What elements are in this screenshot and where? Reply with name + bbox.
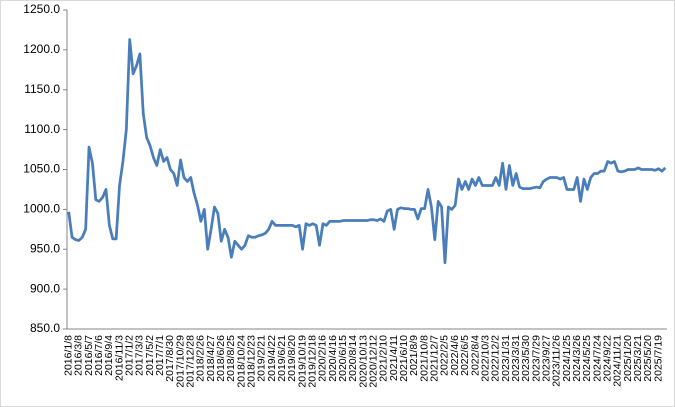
x-tick-label: 2017/3/3 [134, 335, 146, 376]
x-tick-label: 2023/3/31 [510, 335, 522, 382]
x-tick-label: 2019/6/21 [276, 335, 288, 382]
x-tick-label: 2018/2/26 [195, 335, 207, 382]
x-tick-label: 2017/1/2 [123, 335, 135, 376]
x-tick-label: 2022/6/5 [459, 335, 471, 376]
x-tick-label: 2016/3/8 [73, 335, 85, 376]
y-tick-label: 850.0 [30, 321, 60, 335]
x-tick-label: 2020/10/13 [357, 335, 369, 388]
x-tick-label: 2023/1/31 [500, 335, 512, 382]
x-tick-label: 2020/4/16 [327, 335, 339, 382]
x-tick-label: 2023/5/30 [520, 335, 532, 382]
x-tick-label: 2021/2/10 [378, 335, 390, 382]
x-tick-label: 2017/5/2 [144, 335, 156, 376]
x-tick-label: 2016/9/4 [103, 335, 115, 376]
data-line [67, 38, 667, 265]
x-tick-label: 2023/11/26 [551, 335, 563, 387]
x-tick-label: 2019/12/18 [307, 335, 319, 388]
x-tick-label: 2017/7/1 [154, 335, 166, 376]
y-tick-label: 950.0 [30, 241, 60, 255]
x-tick-label: 2017/8/30 [164, 335, 176, 382]
y-tick-label: 1250.0 [23, 2, 60, 16]
x-tick-label: 2019/8/20 [286, 335, 298, 382]
x-tick-label: 2018/12/23 [246, 335, 258, 388]
x-tick-label: 2021/6/10 [398, 335, 410, 382]
x-tick-label: 2024/9/22 [601, 335, 613, 382]
x-tick-label: 2022/10/3 [479, 335, 491, 382]
x-tick-label: 2020/2/16 [317, 335, 329, 382]
x-tick-label: 2024/5/25 [581, 335, 593, 382]
x-tick-label: 2025/7/19 [652, 335, 664, 382]
x-tick-label: 2023/9/27 [540, 335, 552, 382]
x-tick-label: 2018/6/26 [215, 335, 227, 382]
x-tick-label: 2023/7/29 [530, 335, 542, 382]
x-tick-label: 2018/8/25 [225, 335, 237, 382]
y-tick-label: 1100.0 [24, 122, 60, 136]
x-tick-label: 2018/10/24 [235, 335, 247, 388]
x-tick-label: 2019/10/19 [296, 335, 308, 388]
x-tick-label: 2021/4/11 [388, 335, 400, 381]
x-tick-label: 2025/1/20 [622, 335, 634, 382]
x-tick-label: 2022/2/5 [439, 335, 451, 376]
x-tick-label: 2019/2/21 [256, 335, 268, 382]
x-tick-label: 2021/12/7 [429, 335, 441, 382]
x-tick-label: 2024/3/26 [571, 335, 583, 382]
x-tick-label: 2016/1/8 [62, 335, 74, 376]
x-tick-label: 2022/12/2 [490, 335, 502, 382]
x-tick-label: 2022/4/6 [449, 335, 461, 376]
x-tick-label: 2016/7/6 [93, 335, 105, 376]
x-tick-label: 2024/11/21 [612, 335, 624, 387]
x-tick-label: 2024/7/24 [591, 335, 603, 382]
x-tick-label: 2022/8/4 [469, 335, 481, 376]
x-tick-label: 2016/11/3 [113, 335, 125, 381]
x-tick-label: 2020/12/12 [368, 335, 380, 388]
x-tick-label: 2016/5/7 [83, 335, 95, 376]
x-tick-label: 2024/1/25 [561, 335, 573, 382]
x-tick-label: 2020/8/14 [347, 335, 359, 382]
x-tick-label: 2021/8/9 [408, 335, 420, 376]
x-tick-label: 2025/3/21 [632, 335, 644, 382]
x-tick-label: 2020/6/15 [337, 335, 349, 382]
x-tick-label: 2018/4/27 [205, 335, 217, 382]
x-tick-label: 2021/10/8 [418, 335, 430, 382]
y-tick-label: 1000.0 [23, 202, 60, 216]
x-tick-label: 2017/10/29 [174, 335, 186, 388]
x-tick-label: 2017/12/28 [185, 335, 197, 388]
y-tick-label: 900.0 [30, 281, 60, 295]
y-tick-label: 1050.0 [23, 162, 60, 176]
y-tick-label: 1150.0 [24, 82, 60, 96]
x-tick-label: 2019/4/22 [266, 335, 278, 382]
x-tick-label: 2025/5/20 [642, 335, 654, 382]
y-tick-label: 1200.0 [23, 42, 60, 56]
